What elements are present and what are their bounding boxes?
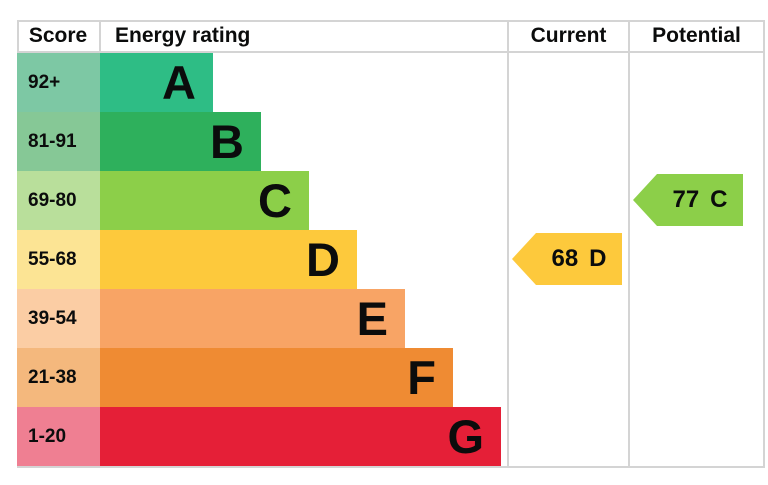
potential-column-divider bbox=[628, 20, 630, 468]
band-row-g: 1-20 G bbox=[17, 407, 765, 466]
band-bar-e: E bbox=[100, 289, 405, 348]
band-bar-g: G bbox=[100, 407, 501, 466]
band-letter-e: E bbox=[356, 292, 388, 345]
table-left-border bbox=[17, 20, 19, 53]
header-score: Score bbox=[28, 24, 88, 47]
band-bar-d: D bbox=[100, 230, 357, 289]
header-bottom-border bbox=[17, 51, 765, 53]
current-arrow: 68 D bbox=[512, 233, 622, 285]
current-column-divider bbox=[507, 20, 509, 468]
score-column-divider bbox=[99, 20, 101, 53]
band-row-c: 69-80 C bbox=[17, 171, 765, 230]
potential-arrow: 77 C bbox=[633, 174, 743, 226]
band-bar-b: B bbox=[100, 112, 261, 171]
score-range-a: 92+ bbox=[17, 53, 100, 112]
header-energy-rating: Energy rating bbox=[115, 24, 251, 47]
band-row-f: 21-38 F bbox=[17, 348, 765, 407]
score-range-g: 1-20 bbox=[17, 407, 100, 466]
band-letter-c: C bbox=[258, 174, 292, 227]
score-range-f: 21-38 bbox=[17, 348, 100, 407]
band-letter-b: B bbox=[210, 115, 244, 168]
band-row-b: 81-91 B bbox=[17, 112, 765, 171]
score-range-d: 55-68 bbox=[17, 230, 100, 289]
band-letter-d: D bbox=[306, 233, 340, 286]
score-range-c: 69-80 bbox=[17, 171, 100, 230]
header-current: Current bbox=[530, 24, 607, 47]
table-right-border bbox=[763, 20, 765, 468]
potential-band-letter: C bbox=[710, 186, 728, 213]
table-top-border bbox=[17, 20, 765, 22]
table-bottom-border bbox=[17, 466, 765, 468]
header-potential: Potential bbox=[652, 24, 741, 47]
band-letter-g: G bbox=[447, 410, 484, 463]
band-bar-f: F bbox=[100, 348, 453, 407]
band-row-e: 39-54 E bbox=[17, 289, 765, 348]
band-letter-a: A bbox=[162, 56, 196, 109]
score-range-e: 39-54 bbox=[17, 289, 100, 348]
band-letter-f: F bbox=[407, 351, 436, 404]
band-bar-c: C bbox=[100, 171, 309, 230]
band-row-a: 92+ A bbox=[17, 53, 765, 112]
score-range-b: 81-91 bbox=[17, 112, 100, 171]
band-bar-a: A bbox=[100, 53, 213, 112]
potential-value: 77 bbox=[672, 186, 700, 213]
band-row-d: 55-68 D bbox=[17, 230, 765, 289]
current-band-letter: D bbox=[589, 245, 607, 272]
current-value: 68 bbox=[551, 245, 579, 272]
